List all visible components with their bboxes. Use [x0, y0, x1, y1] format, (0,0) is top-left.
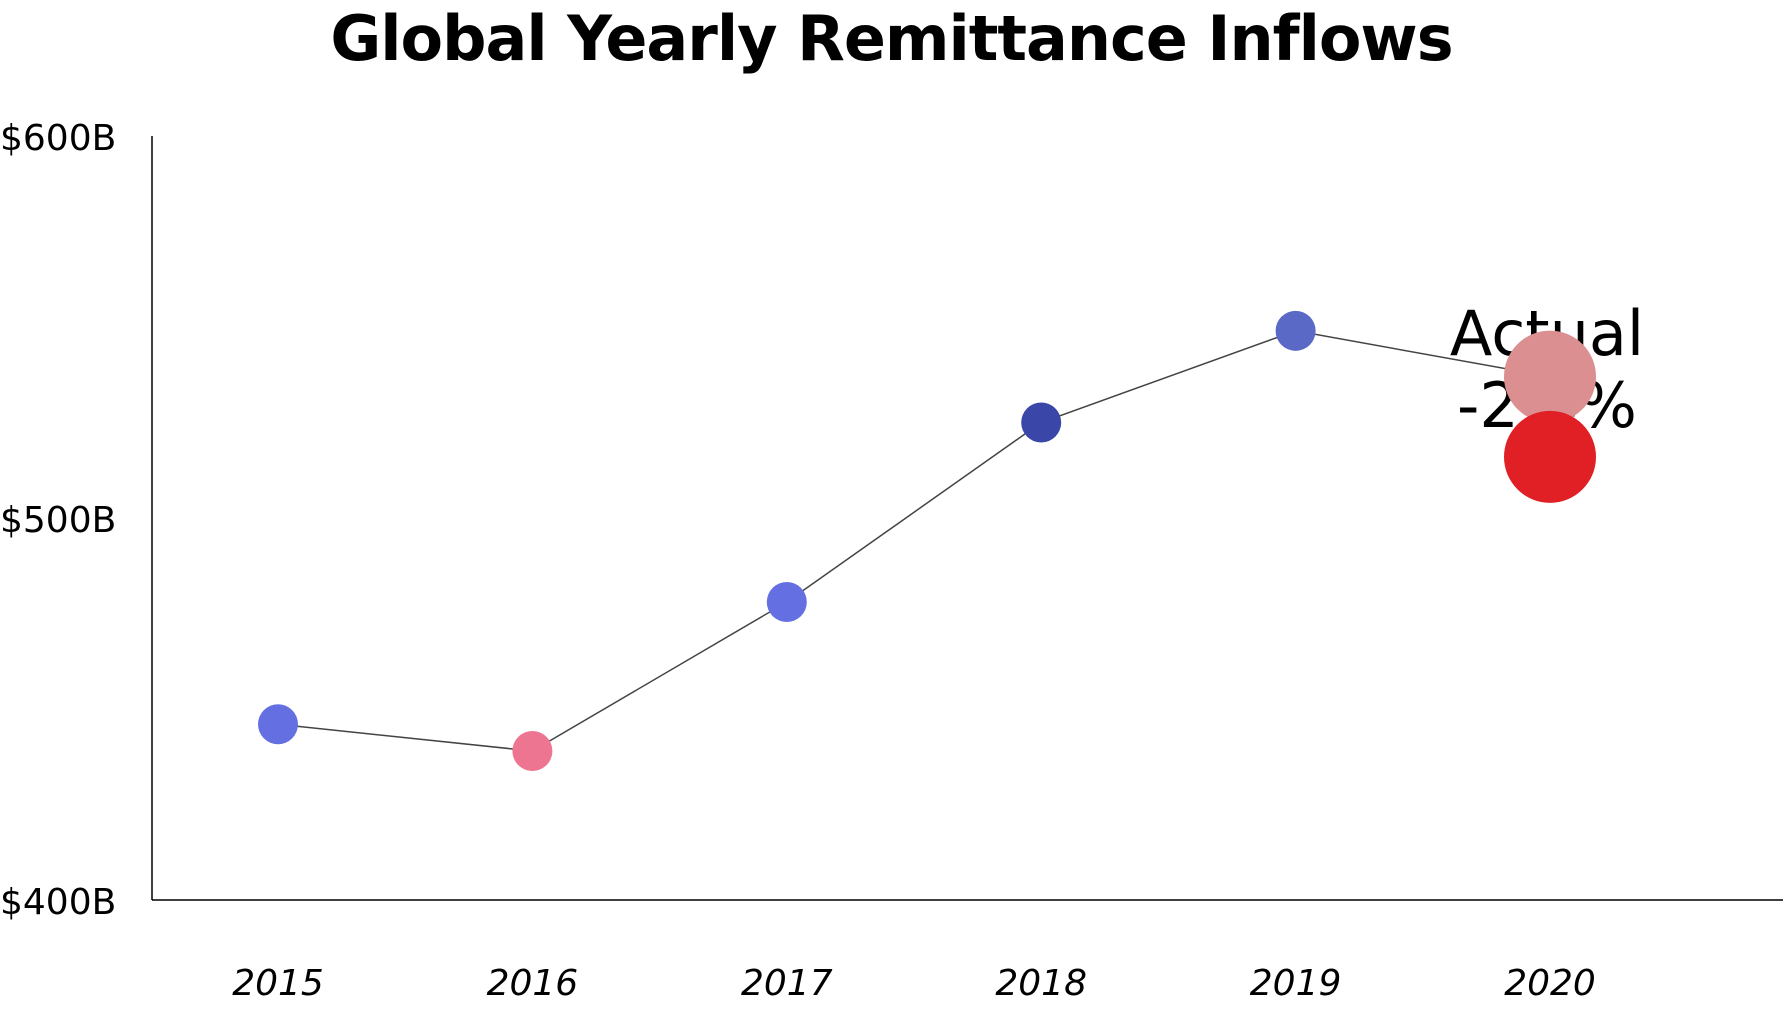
y-tick-label: $400B — [0, 882, 116, 923]
data-point-2016 — [512, 731, 553, 772]
data-point-2018 — [1021, 402, 1062, 443]
x-tick-label: 2017 — [741, 963, 833, 1004]
data-point-2020 — [1504, 330, 1596, 423]
x-tick-label: 2019 — [1250, 963, 1342, 1004]
axes — [151, 136, 1783, 901]
series-line — [277, 330, 1551, 752]
data-points — [258, 310, 1596, 772]
x-tick-label: 2015 — [232, 963, 324, 1004]
x-tick-label: 2018 — [995, 963, 1087, 1004]
y-tick-label: $500B — [0, 500, 116, 541]
data-point-2019 — [1275, 310, 1316, 351]
x-tick-label: 2020 — [1504, 963, 1596, 1004]
tick-labels: $400B $500B $600B 2015 2016 2017 2018 2019 2020 — [0, 118, 1596, 1004]
chart-title: Global Yearly Remittance Inflows — [330, 2, 1453, 75]
data-point-2015 — [258, 704, 298, 745]
series-line-group — [277, 330, 1551, 752]
data-point-2017 — [766, 582, 807, 623]
extra-point-2020 — [1504, 410, 1596, 503]
y-tick-label: $600B — [0, 118, 116, 159]
x-tick-label: 2016 — [487, 963, 579, 1004]
